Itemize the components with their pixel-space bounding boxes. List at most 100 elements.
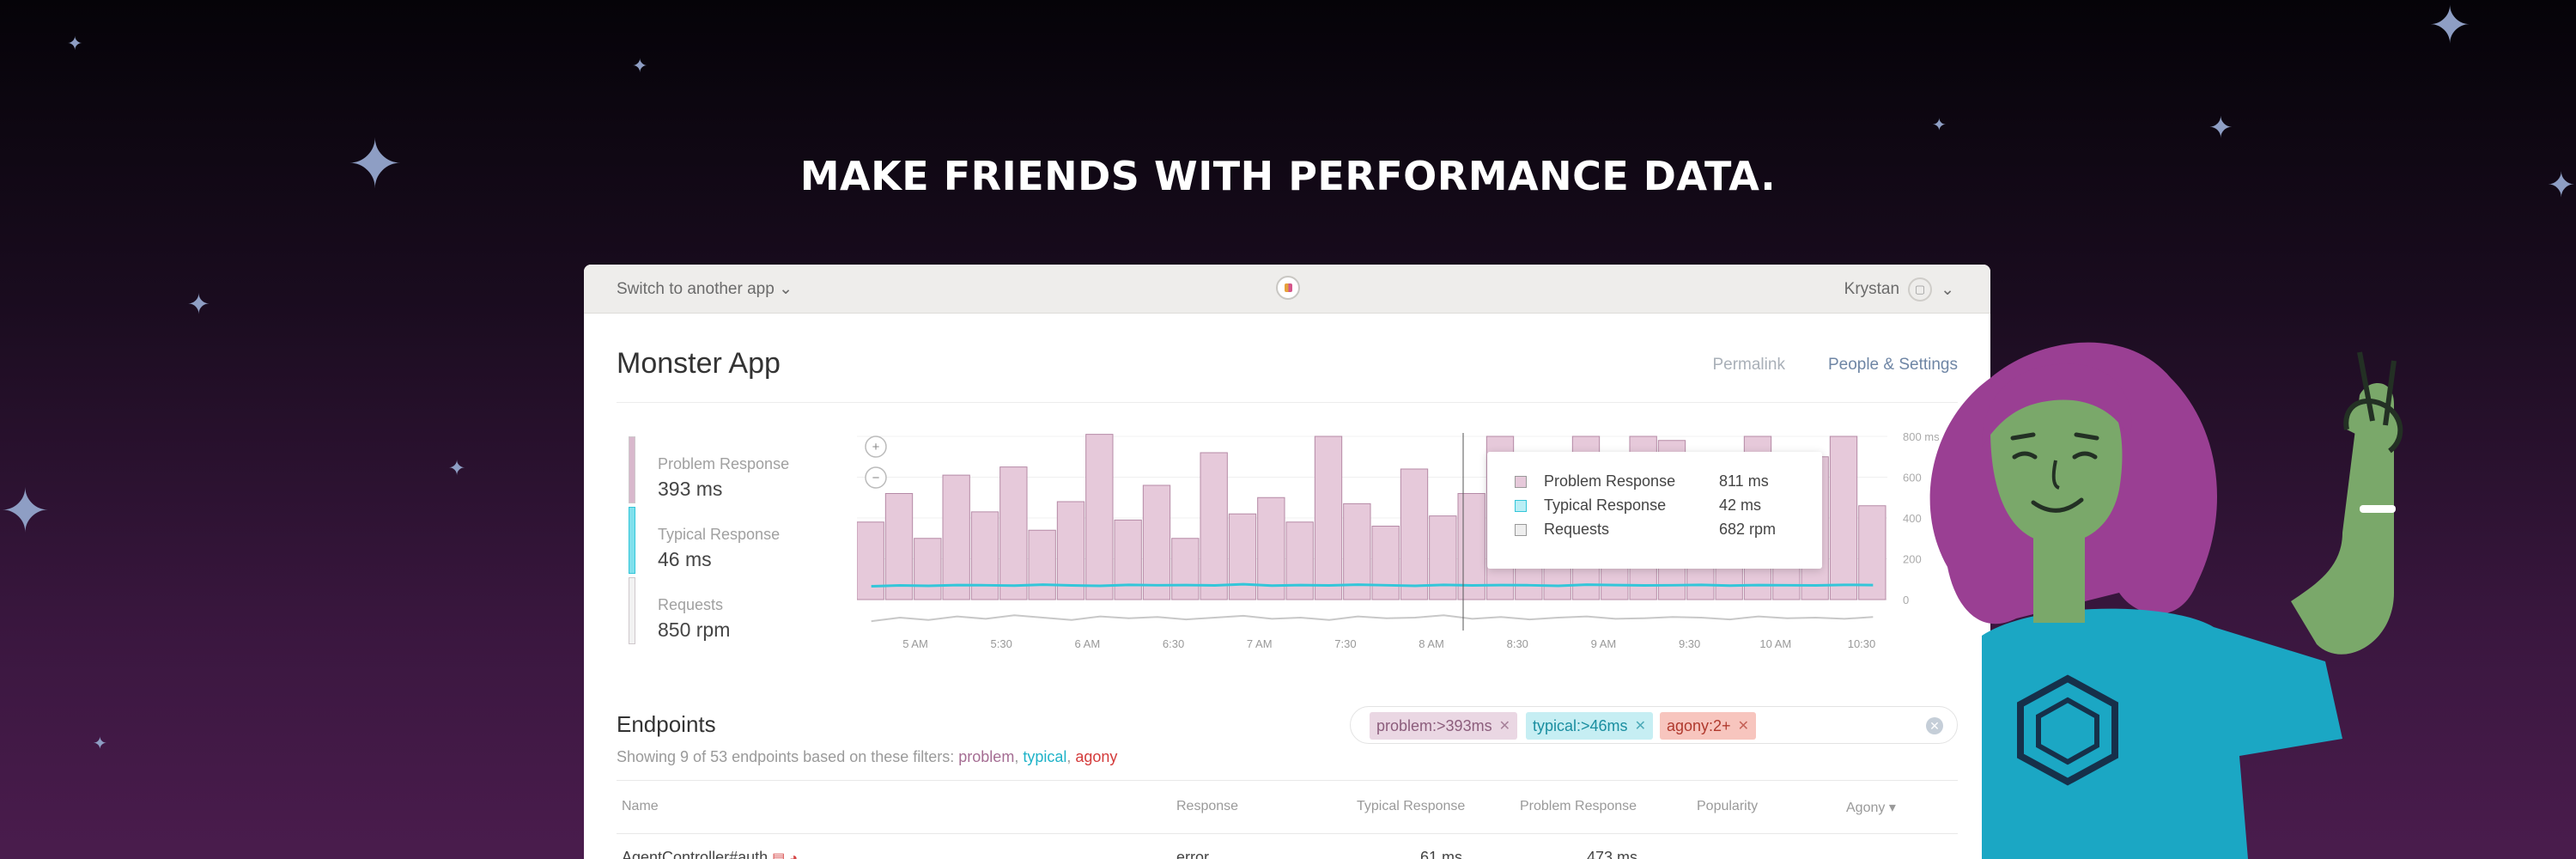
filter-chip-typical[interactable]: typical:>46ms ✕: [1526, 712, 1653, 740]
top-bar: Switch to another app ⌄ Krystan ▢ ⌄: [584, 265, 1990, 314]
problem-bar: [1371, 526, 1400, 600]
star-icon: ✦: [1932, 116, 1947, 135]
endpoint-response: error: [1176, 849, 1210, 859]
hexagon-logo-inner-icon: [2036, 697, 2099, 765]
metric-requests[interactable]: Requests 850 rpm: [629, 577, 817, 646]
mascot-mouth: [2031, 497, 2084, 513]
problem-bar: [1829, 436, 1858, 600]
metric-value: 46 ms: [658, 548, 712, 570]
mascot-eyes: [2012, 451, 2098, 460]
problem-bar: [1314, 436, 1343, 600]
tooltip-row: Typical Response 42 ms: [1515, 497, 1807, 519]
filter-chip-problem[interactable]: problem:>393ms ✕: [1370, 712, 1517, 740]
user-menu[interactable]: Krystan ▢ ⌄: [1844, 277, 1954, 302]
y-tick-label: 200: [1903, 553, 1922, 566]
metric-label: Typical Response: [658, 526, 781, 543]
tooltip-swatch: [1515, 524, 1527, 536]
problem-bar: [1085, 434, 1114, 600]
mascot-bangs: [1982, 363, 2132, 447]
tooltip-value: 42 ms: [1719, 497, 1762, 514]
problem-bar: [1257, 497, 1285, 600]
tooltip-name: Typical Response: [1544, 497, 1667, 514]
y-tick-label: 400: [1903, 512, 1922, 525]
star-icon: ✦: [2428, 0, 2472, 54]
problem-bar: [1171, 538, 1200, 600]
column-header-agony-label: Agony: [1846, 801, 1886, 815]
chevron-down-icon: ⌄: [779, 280, 793, 298]
column-header-response[interactable]: Response: [1176, 799, 1239, 813]
metric-label: Problem Response: [658, 455, 790, 472]
header-links: Permalink People & Settings: [1712, 356, 1958, 375]
logo-icon[interactable]: [1276, 276, 1300, 300]
filter-chip-agony[interactable]: agony:2+ ✕: [1660, 712, 1756, 740]
column-header-agony[interactable]: Agony ▾: [1846, 799, 1896, 816]
column-header-name[interactable]: Name: [622, 799, 659, 813]
star-icon: ✦: [2547, 167, 2576, 204]
divider: [617, 780, 1958, 781]
mascot-wristband: [2360, 505, 2396, 513]
y-tick-label: 800 ms: [1903, 430, 1940, 443]
problem-bar: [1200, 452, 1228, 600]
column-header-typical[interactable]: Typical Response: [1357, 799, 1466, 813]
chevron-down-icon: ⌄: [1941, 280, 1954, 299]
zoom-in-icon-glyph: +: [872, 440, 880, 454]
app-switcher-label: Switch to another app: [617, 280, 775, 298]
metric-swatch: [629, 436, 635, 503]
mascot-neck: [2033, 537, 2085, 623]
star-icon: ✦: [347, 126, 404, 202]
x-tick-label: 9:30: [1679, 637, 1700, 650]
problem-bar: [1142, 484, 1171, 600]
column-header-problem[interactable]: Problem Response: [1520, 799, 1637, 813]
people-settings-link[interactable]: People & Settings: [1827, 356, 1958, 374]
problem-bar: [999, 466, 1028, 600]
problem-bar: [942, 474, 970, 600]
problem-bar: [914, 538, 942, 600]
metric-swatch: [629, 577, 635, 644]
metric-label: Requests: [658, 596, 724, 613]
x-tick-label: 6:30: [1163, 637, 1184, 650]
permalink-link[interactable]: Permalink: [1712, 356, 1785, 374]
problem-bar: [1228, 513, 1257, 600]
star-icon: ✦: [187, 289, 210, 320]
user-name: Krystan: [1844, 280, 1900, 298]
tooltip-name: Requests: [1544, 521, 1610, 538]
x-tick-label: 10 AM: [1759, 637, 1791, 650]
requests-line: [871, 614, 1874, 623]
problem-bar: [884, 493, 914, 600]
mascot-arm: [2291, 383, 2394, 655]
y-tick-label: 600: [1903, 472, 1922, 484]
column-header-popularity[interactable]: Popularity: [1697, 799, 1759, 813]
metric-typical-response[interactable]: Typical Response 46 ms: [629, 507, 817, 576]
metric-problem-response[interactable]: Problem Response 393 ms: [629, 436, 817, 505]
filter-word-problem: problem: [958, 748, 1015, 765]
x-tick-label: 10:30: [1848, 637, 1876, 650]
chip-label: typical:>46ms: [1533, 716, 1628, 734]
page-title: Monster App: [617, 347, 781, 380]
mascot-nose: [2051, 460, 2060, 490]
x-tick-label: 9 AM: [1591, 637, 1617, 650]
close-icon[interactable]: ✕: [1737, 719, 1749, 734]
tooltip-swatch: [1515, 500, 1527, 512]
close-icon[interactable]: ✕: [1634, 719, 1646, 734]
mascot-eyebrows: [2010, 432, 2099, 441]
clear-filters-icon[interactable]: ✕: [1926, 717, 1943, 734]
endpoint-name: AgentController#auth: [622, 849, 769, 859]
x-tick-label: 5:30: [991, 637, 1012, 650]
endpoint-typical: 61 ms: [1420, 849, 1463, 859]
mascot-shirt: [1982, 608, 2342, 859]
problem-bar: [1028, 529, 1056, 600]
close-icon[interactable]: ✕: [1498, 719, 1510, 734]
metric-value: 850 rpm: [658, 618, 731, 641]
tooltip-value: 811 ms: [1719, 472, 1769, 490]
x-tick-label: 6 AM: [1075, 637, 1101, 650]
mascot-face: [1990, 375, 2123, 544]
x-tick-label: 8 AM: [1419, 637, 1444, 650]
table-row[interactable]: AgentController#auth ▤ ◕: [622, 849, 798, 859]
summary-text: Showing 9 of 53 endpoints based on these…: [617, 748, 959, 765]
x-tick-label: 5 AM: [902, 637, 928, 650]
app-switcher[interactable]: Switch to another app ⌄: [617, 279, 793, 299]
filter-bar[interactable]: problem:>393ms ✕ typical:>46ms ✕ agony:2…: [1350, 706, 1958, 744]
database-icon: ▤: [772, 851, 786, 859]
chip-label: agony:2+: [1667, 716, 1731, 734]
metric-swatch: [629, 507, 635, 574]
